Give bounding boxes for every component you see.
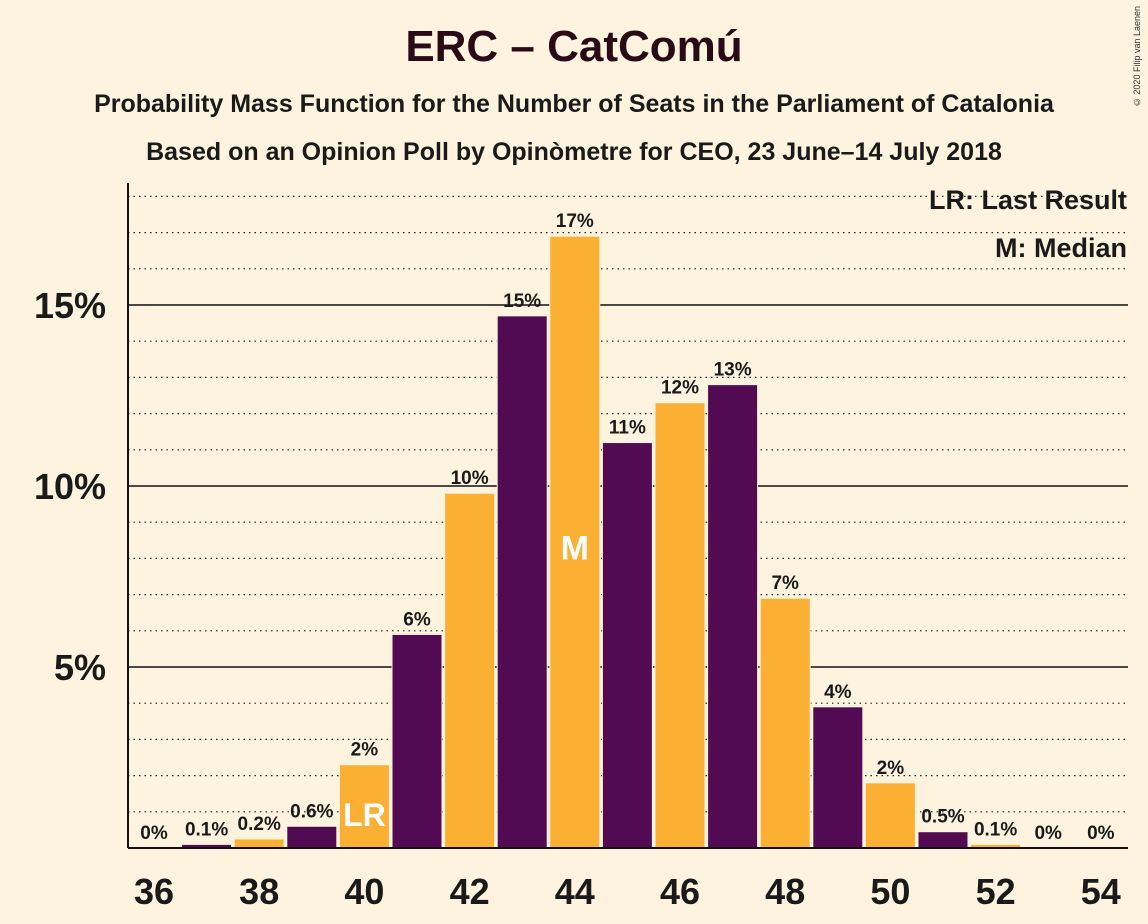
- x-tick-label: 40: [344, 871, 384, 912]
- data-label: 0%: [140, 823, 168, 844]
- y-tick-label: 10%: [34, 466, 106, 507]
- bar-seat-41: [391, 633, 443, 849]
- y-tick-label: 15%: [34, 285, 106, 326]
- x-tick-label: 52: [976, 871, 1016, 912]
- chart-subtitle: Probability Mass Function for the Number…: [94, 90, 1054, 118]
- legend-median: M: Median: [995, 233, 1127, 263]
- data-label: 0%: [1087, 823, 1115, 844]
- bar-seat-45: [601, 442, 653, 849]
- bar-seat-44: [549, 235, 601, 849]
- legend-last-result: LR: Last Result: [929, 185, 1127, 215]
- chart-subtitle-source: Based on an Opinion Poll by Opinòmetre f…: [146, 138, 1002, 166]
- data-label: 0%: [1034, 823, 1062, 844]
- chart-title: ERC – CatComú: [405, 22, 743, 71]
- bar-seat-38: [233, 838, 285, 849]
- data-label: 13%: [714, 360, 752, 381]
- bar-seat-40: [338, 764, 390, 849]
- bar-seat-49: [812, 706, 864, 849]
- x-tick-label: 44: [555, 871, 595, 912]
- data-label: 2%: [351, 740, 379, 761]
- x-tick-label: 38: [239, 871, 279, 912]
- bar-seat-39: [286, 825, 338, 849]
- bar-seat-48: [759, 597, 811, 849]
- x-tick-label: 36: [134, 871, 174, 912]
- data-label: 0.5%: [921, 807, 964, 828]
- x-tick-label: 54: [1081, 871, 1121, 912]
- data-label: 6%: [403, 609, 431, 630]
- x-tick-label: 48: [765, 871, 805, 912]
- y-tick-label: 5%: [54, 647, 106, 688]
- data-label: 0.6%: [290, 801, 333, 822]
- x-tick-label: 42: [450, 871, 490, 912]
- data-label: 0.1%: [185, 819, 228, 840]
- data-label: 10%: [451, 468, 489, 489]
- data-label: 0.2%: [238, 814, 281, 835]
- data-label: 4%: [824, 682, 852, 703]
- data-label: 0.1%: [974, 819, 1017, 840]
- data-label: 17%: [556, 211, 594, 232]
- bar-seat-51: [917, 831, 969, 849]
- median-marker: M: [561, 530, 589, 568]
- bar-seat-43: [496, 315, 548, 849]
- data-label: 12%: [661, 378, 699, 399]
- data-label: 7%: [771, 573, 799, 594]
- x-tick-label: 50: [870, 871, 910, 912]
- data-label: 2%: [877, 758, 905, 779]
- data-label: 11%: [609, 418, 646, 439]
- last-result-marker: LR: [343, 797, 386, 833]
- bar-seat-46: [654, 402, 706, 849]
- x-tick-label: 46: [660, 871, 700, 912]
- bar-seat-42: [444, 492, 496, 849]
- bar-seat-47: [707, 384, 759, 849]
- data-label: 15%: [503, 291, 541, 312]
- bar-seat-50: [864, 782, 916, 849]
